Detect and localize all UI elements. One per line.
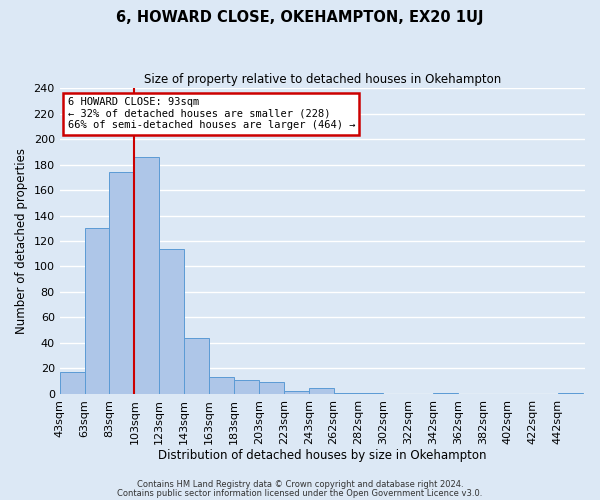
Text: Contains public sector information licensed under the Open Government Licence v3: Contains public sector information licen… — [118, 488, 482, 498]
Y-axis label: Number of detached properties: Number of detached properties — [15, 148, 28, 334]
Text: 6, HOWARD CLOSE, OKEHAMPTON, EX20 1UJ: 6, HOWARD CLOSE, OKEHAMPTON, EX20 1UJ — [116, 10, 484, 25]
Bar — [59, 372, 85, 394]
Text: 6 HOWARD CLOSE: 93sqm
← 32% of detached houses are smaller (228)
66% of semi-det: 6 HOWARD CLOSE: 93sqm ← 32% of detached … — [68, 97, 355, 130]
Bar — [234, 380, 259, 394]
Bar — [433, 392, 458, 394]
Bar — [308, 388, 334, 394]
Bar — [109, 172, 134, 394]
Bar — [85, 228, 109, 394]
Bar — [259, 382, 284, 394]
Bar — [184, 338, 209, 394]
Bar — [209, 378, 234, 394]
Text: Contains HM Land Registry data © Crown copyright and database right 2024.: Contains HM Land Registry data © Crown c… — [137, 480, 463, 489]
X-axis label: Distribution of detached houses by size in Okehampton: Distribution of detached houses by size … — [158, 450, 487, 462]
Bar — [134, 157, 159, 394]
Bar — [557, 392, 583, 394]
Bar — [284, 392, 308, 394]
Bar — [334, 392, 358, 394]
Bar — [358, 392, 383, 394]
Bar — [159, 248, 184, 394]
Title: Size of property relative to detached houses in Okehampton: Size of property relative to detached ho… — [144, 72, 501, 86]
